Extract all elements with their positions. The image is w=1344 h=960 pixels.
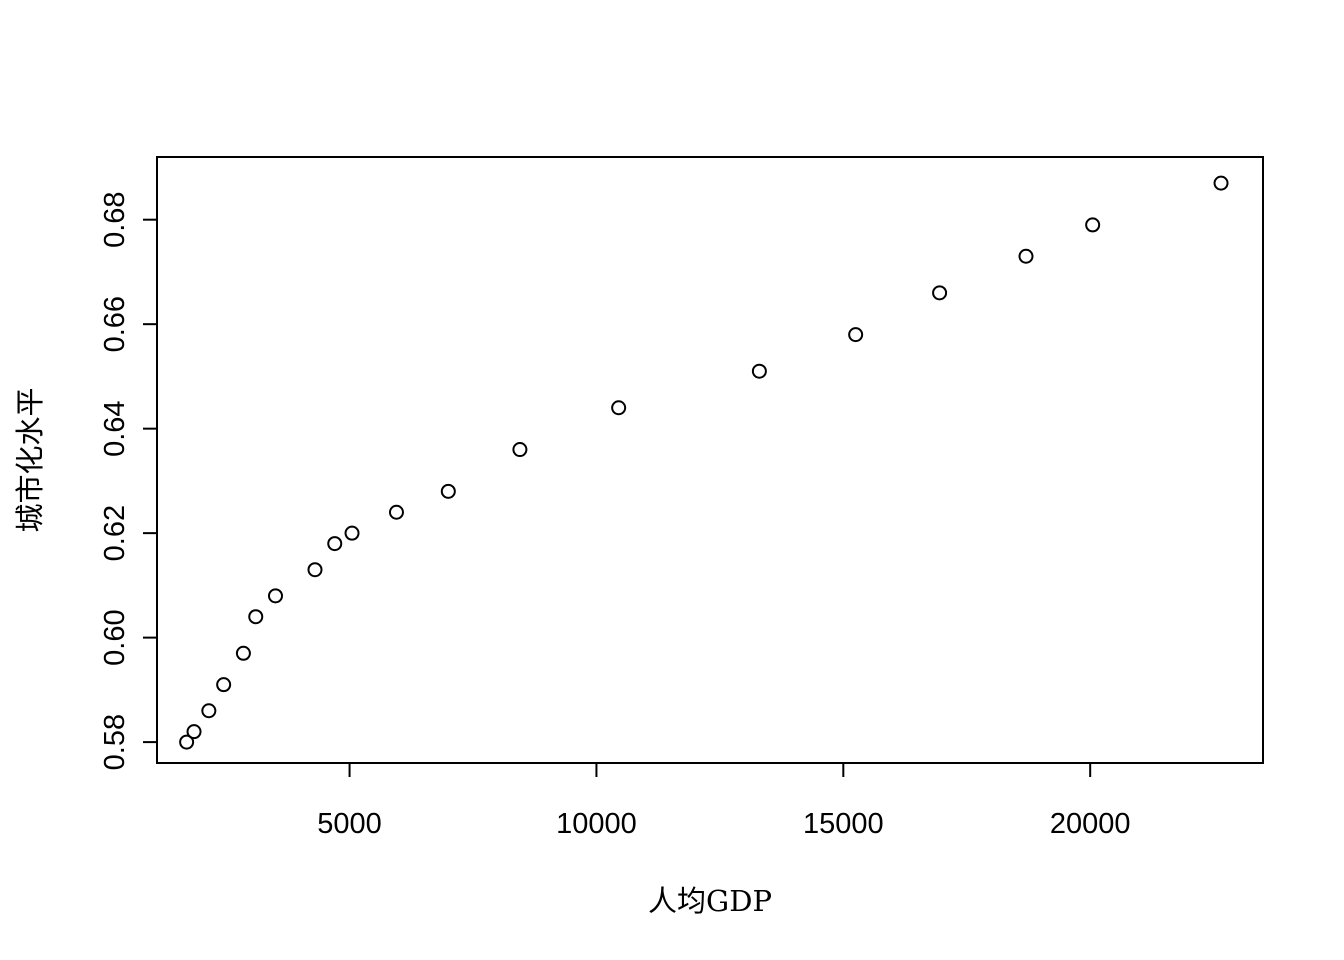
data-point [388, 504, 404, 520]
data-point [932, 285, 948, 301]
x-tick-label: 15000 [803, 808, 884, 840]
y-tick-label: 0.62 [99, 505, 131, 561]
data-point [268, 588, 283, 604]
data-point [611, 400, 627, 416]
data-point [201, 703, 217, 719]
plot-area-frame [156, 156, 1264, 764]
data-point [1018, 248, 1034, 264]
x-axis: 5000 10000 15000 20000 [317, 762, 1131, 840]
data-point [179, 734, 195, 750]
y-axis: 0.58 0.60 0.62 0.64 0.66 0.68 [99, 191, 158, 770]
data-point [216, 677, 232, 693]
y-tick-label: 0.60 [99, 609, 131, 665]
data-point [235, 645, 251, 661]
y-tick-label: 0.64 [99, 400, 131, 456]
data-points [179, 175, 1229, 750]
data-point [848, 327, 864, 343]
data-point [327, 536, 343, 552]
data-point [307, 562, 323, 578]
data-point [186, 724, 202, 740]
y-tick-label: 0.58 [99, 714, 131, 770]
data-point [1085, 217, 1101, 233]
x-axis-title: 人均GDP [648, 884, 772, 918]
data-point [344, 525, 360, 541]
x-tick-label: 10000 [556, 808, 637, 840]
y-tick-label: 0.68 [99, 191, 131, 247]
y-axis-title: 城市化水平 [13, 387, 47, 532]
data-point [248, 609, 264, 625]
y-tick-label: 0.66 [99, 296, 131, 352]
x-tick-label: 20000 [1050, 808, 1131, 840]
data-point [1213, 175, 1229, 191]
data-point [440, 483, 456, 499]
x-tick-label: 5000 [317, 808, 382, 840]
data-point [751, 363, 767, 379]
data-point [512, 442, 528, 458]
